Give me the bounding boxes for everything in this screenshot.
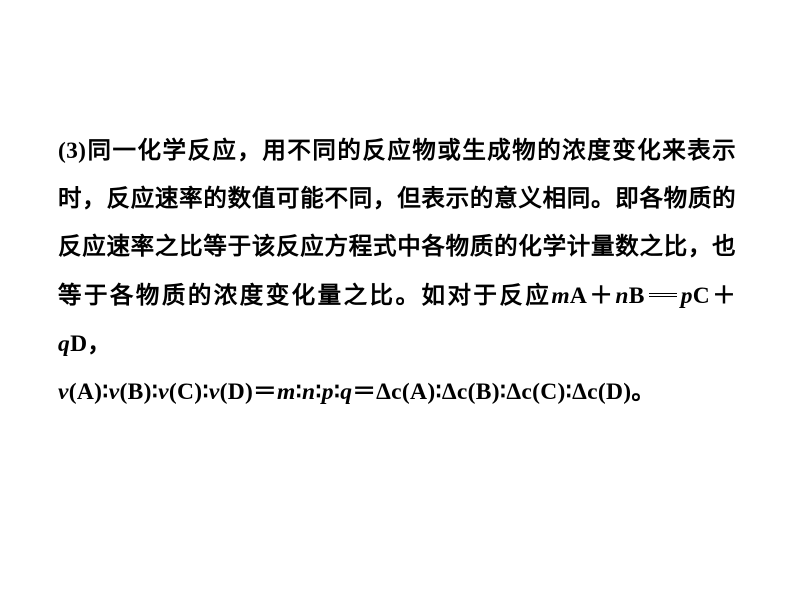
rate-v: v (58, 379, 69, 405)
species-c: C (540, 379, 557, 405)
reaction-arrow-icon (649, 293, 677, 297)
var-p: p (681, 283, 693, 309)
period: 。 (631, 379, 655, 405)
var-m: m (277, 379, 296, 405)
species-a: A (77, 379, 94, 405)
species-a: A (410, 379, 427, 405)
lparen: ( (169, 379, 177, 405)
species-a: A (570, 283, 587, 309)
var-n: n (302, 379, 315, 405)
text-seg: 如对于反应 (421, 283, 551, 309)
text-seg: 同一化学反应 (86, 138, 237, 164)
equals-sign: ＝ (352, 379, 376, 405)
delta-c: Δc (506, 379, 532, 405)
delta-c: Δc (442, 379, 468, 405)
var-m: m (551, 283, 570, 309)
equation-ratio: v(A)∶v(B)∶v(C)∶v(D)＝m∶n∶p∶q＝Δc(A)∶Δc(B)∶… (58, 368, 736, 416)
rparen: ) (492, 379, 500, 405)
species-c: C (177, 379, 194, 405)
rparen: ) (245, 379, 253, 405)
comma: ， (82, 186, 106, 212)
text-seg: 反应速率的数值可能不同 (106, 186, 373, 212)
var-q: q (340, 379, 352, 405)
var-n: n (615, 283, 628, 309)
var-p: p (322, 379, 334, 405)
rparen: ) (558, 379, 566, 405)
rparen: ) (144, 379, 152, 405)
rate-v: v (158, 379, 169, 405)
text-seg: 但表示的意义相同 (397, 186, 591, 212)
item-number: (3) (58, 138, 86, 164)
plus-sign: ＋ (710, 283, 736, 309)
lparen: ( (402, 379, 410, 405)
species-d: D (606, 379, 623, 405)
document-body: (3)同一化学反应，用不同的反应物或生成物的浓度变化来表示时，反应速率的数值可能… (58, 127, 736, 416)
species-d: D (70, 331, 87, 357)
lparen: ( (69, 379, 77, 405)
lparen: ( (598, 379, 606, 405)
comma: ， (87, 331, 111, 357)
comma: ， (237, 138, 262, 164)
comma: ， (688, 234, 712, 260)
var-q: q (58, 331, 70, 357)
period: 。 (396, 283, 422, 309)
paragraph-main: (3)同一化学反应，用不同的反应物或生成物的浓度变化来表示时，反应速率的数值可能… (58, 127, 736, 368)
delta-c: Δc (376, 379, 402, 405)
delta-c: Δc (572, 379, 598, 405)
rate-v: v (209, 379, 220, 405)
equals-sign: ＝ (253, 379, 277, 405)
plus-sign: ＋ (587, 283, 615, 309)
species-b: B (629, 283, 645, 309)
rate-v: v (109, 379, 120, 405)
lparen: ( (119, 379, 127, 405)
lparen: ( (468, 379, 476, 405)
period: 。 (591, 186, 615, 212)
species-b: B (476, 379, 492, 405)
lparen: ( (220, 379, 228, 405)
comma: ， (373, 186, 397, 212)
species-c: C (693, 283, 710, 309)
species-b: B (128, 379, 144, 405)
species-d: D (228, 379, 245, 405)
